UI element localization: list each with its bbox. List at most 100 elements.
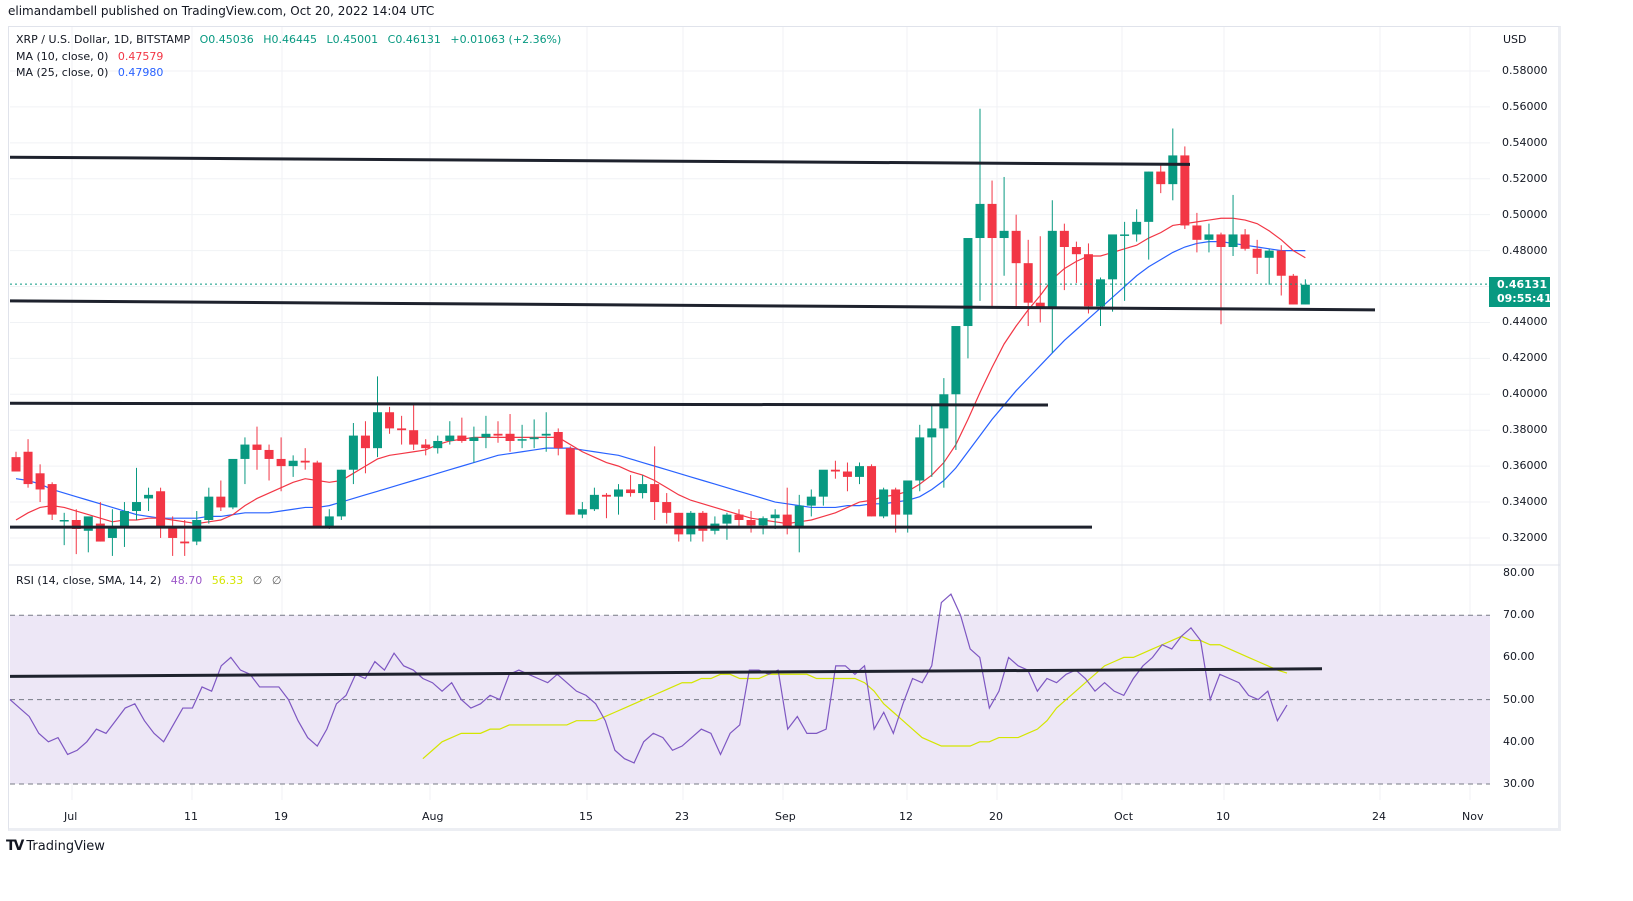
- candle: [481, 433, 491, 438]
- rsi-tick: 40.00: [1503, 734, 1535, 748]
- candle: [529, 437, 539, 440]
- candle: [1156, 171, 1166, 185]
- tradingview-brand: TradingView: [26, 838, 105, 854]
- price-tick: 0.50000: [1502, 207, 1548, 221]
- candle: [168, 527, 178, 538]
- candle: [830, 469, 840, 472]
- rsi-tick: 30.00: [1503, 777, 1535, 790]
- rsi-tick: 50.00: [1503, 692, 1535, 706]
- ma10-legend[interactable]: MA (10, close, 0) 0.47579: [16, 50, 163, 63]
- candle: [1288, 275, 1298, 305]
- candle: [264, 449, 274, 459]
- candle: [180, 541, 190, 544]
- candle: [806, 496, 816, 506]
- candle: [1168, 155, 1178, 185]
- trendline[interactable]: [9, 667, 1323, 678]
- candle: [698, 512, 708, 531]
- time-tick: 10: [1216, 810, 1230, 823]
- candle: [71, 520, 81, 529]
- price-tick: 0.52000: [1502, 171, 1548, 185]
- ohlc-close: C0.46131: [387, 33, 441, 46]
- candle: [11, 457, 21, 472]
- candle: [47, 484, 57, 515]
- time-tick: 11: [184, 810, 198, 823]
- price-tick: 0.38000: [1502, 423, 1548, 437]
- candle: [312, 462, 322, 528]
- trendline[interactable]: [9, 299, 1376, 312]
- time-tick: Aug: [422, 810, 444, 823]
- price-tick: 0.44000: [1502, 315, 1548, 329]
- candle: [879, 489, 889, 517]
- time-tick: 12: [899, 810, 913, 823]
- rsi-empty-value-2: ∅: [271, 574, 282, 587]
- price-tick: 0.58000: [1502, 64, 1548, 77]
- candle: [421, 444, 431, 449]
- candle: [1011, 230, 1021, 264]
- candle: [1132, 221, 1142, 235]
- candle: [1120, 234, 1130, 236]
- candle: [662, 502, 672, 513]
- candle: [951, 326, 961, 395]
- candle: [35, 473, 45, 490]
- candle: [493, 433, 503, 436]
- candle: [746, 520, 756, 526]
- last-price: 0.46131: [1497, 278, 1548, 291]
- candle: [385, 412, 395, 429]
- candle: [565, 448, 575, 515]
- candle: [601, 494, 611, 497]
- currency-label: USD: [1503, 33, 1527, 46]
- candle: [433, 440, 443, 449]
- candle: [192, 520, 202, 542]
- candle: [409, 430, 419, 445]
- candle: [867, 466, 877, 517]
- candle: [373, 412, 382, 449]
- ohlc-high: H0.46445: [263, 33, 318, 46]
- rsi-empty-value-1: ∅: [252, 574, 263, 587]
- tradingview-logo[interactable]: TV TradingView: [6, 838, 105, 854]
- candle: [1144, 171, 1154, 222]
- candle: [589, 494, 599, 510]
- ohlc-change: +0.01063 (+2.36%): [450, 33, 562, 46]
- price-tick: 0.42000: [1502, 351, 1548, 365]
- chart-frame: [8, 26, 1561, 831]
- candle: [782, 514, 792, 528]
- candle: [1228, 234, 1238, 248]
- candle: [360, 435, 370, 449]
- candle: [95, 523, 105, 542]
- candle: [1300, 284, 1310, 305]
- candle: [638, 484, 648, 494]
- candles: [11, 108, 1310, 556]
- candle: [469, 437, 479, 441]
- candle: [397, 428, 407, 431]
- time-tick: 15: [579, 810, 593, 823]
- candle: [891, 489, 901, 515]
- rsi-legend[interactable]: RSI (14, close, SMA, 14, 2) 48.70 56.33 …: [16, 574, 281, 587]
- price-tick: 0.56000: [1502, 99, 1548, 113]
- candle: [1240, 234, 1250, 249]
- time-tick: 24: [1372, 810, 1386, 823]
- candle: [626, 489, 636, 494]
- symbol-title: XRP / U.S. Dollar, 1D, BITSTAMP: [16, 33, 191, 46]
- candle: [324, 516, 334, 528]
- time-tick: Oct: [1114, 810, 1134, 823]
- candle: [23, 451, 33, 485]
- ma25-legend[interactable]: MA (25, close, 0) 0.47980: [16, 66, 163, 79]
- candle: [119, 511, 129, 528]
- trendline[interactable]: [9, 401, 1049, 407]
- candle: [457, 435, 467, 441]
- candle: [505, 433, 515, 441]
- time-tick: 20: [989, 810, 1003, 823]
- ma10-value: 0.47579: [117, 50, 164, 63]
- ma10-label: MA (10, close, 0): [16, 50, 109, 63]
- candle: [818, 469, 828, 497]
- candle: [1071, 247, 1081, 255]
- candle: [517, 439, 527, 441]
- rsi-label: RSI (14, close, SMA, 14, 2): [16, 574, 162, 587]
- trendline[interactable]: [9, 155, 1191, 166]
- candle: [288, 460, 298, 467]
- time-tick: Jul: [64, 810, 78, 823]
- candle: [1204, 234, 1214, 240]
- candle: [1264, 250, 1274, 258]
- time-tick: Sep: [775, 810, 796, 823]
